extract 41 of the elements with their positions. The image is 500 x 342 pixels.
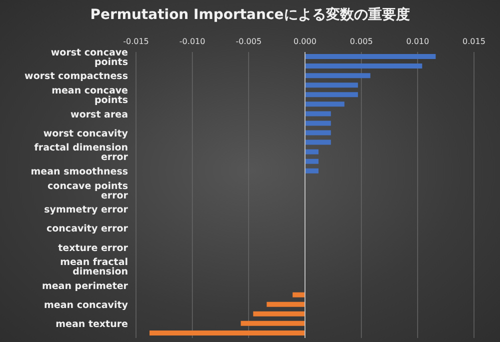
y-tick-label: mean concave points [52, 86, 128, 106]
bar [305, 102, 344, 107]
y-tick-label: mean perimeter [42, 280, 128, 292]
x-tick-label: 0.000 [294, 37, 316, 46]
bar [305, 149, 319, 154]
y-tick-label: mean concavity [44, 300, 129, 312]
y-tick-label: concave points error [48, 180, 128, 202]
bar [150, 330, 305, 336]
bar [305, 140, 331, 145]
bar [266, 302, 305, 307]
y-tick-label: concavity error [46, 224, 128, 235]
bar [305, 130, 331, 136]
y-tick-label: fractal dimension error [34, 142, 128, 164]
y-tick-label: symmetry error [44, 204, 128, 216]
bar [305, 158, 319, 164]
x-tick-label: -0.005 [236, 37, 262, 46]
y-tick-label: worst area [70, 109, 128, 120]
bar [305, 120, 331, 126]
bar [240, 320, 305, 326]
y-tick-label: worst concave points [50, 47, 128, 68]
bar [305, 82, 358, 88]
bar [253, 311, 305, 316]
x-tick-label: -0.015 [123, 37, 149, 46]
bar [305, 92, 358, 98]
bar [292, 292, 305, 298]
y-tick-label: worst compactness [24, 71, 128, 82]
y-tick-label: worst concavity [43, 128, 129, 140]
chart-title: Permutation Importanceによる変数の重要度 [89, 6, 411, 24]
y-tick-label: mean texture [56, 319, 128, 330]
x-tick-label: 0.015 [462, 37, 486, 46]
bar [305, 111, 331, 116]
x-tick-label: 0.005 [350, 37, 373, 46]
bar [305, 73, 370, 78]
y-tick-label: mean fractal dimension [60, 257, 128, 278]
x-tick-label: -0.010 [179, 37, 206, 46]
x-tick-label: 0.010 [406, 37, 430, 46]
bar [305, 168, 319, 174]
bar [305, 54, 436, 59]
bar [305, 64, 422, 69]
y-tick-label: texture error [58, 242, 128, 254]
y-tick-label: mean smoothness [30, 166, 128, 178]
